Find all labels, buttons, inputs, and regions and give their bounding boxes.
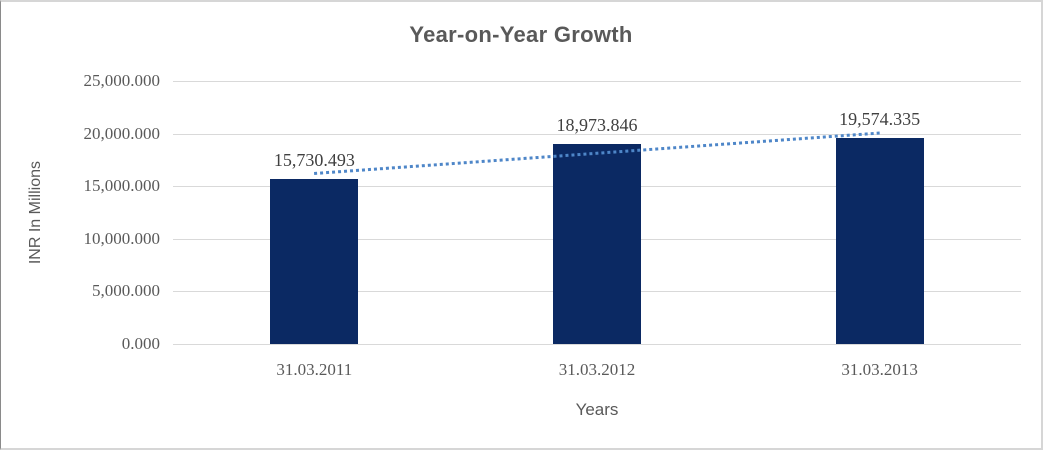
y-axis-tick-label: 20,000.000: [83, 123, 161, 143]
bar-data-label: 19,574.335: [839, 109, 921, 130]
x-axis-title: Years: [575, 400, 619, 419]
y-axis-tick-label: 10,000.000: [83, 228, 161, 248]
plot-area: 0.000 5,000.000 10,000.000 15,000.000 20,000…: [84, 71, 1021, 379]
bar: [270, 178, 359, 344]
chart-title: Year-on-Year Growth: [409, 22, 633, 47]
bar: [553, 144, 641, 344]
y-axis-tick-label: 25,000.000: [83, 71, 161, 90]
bar: [835, 138, 924, 344]
bar-data-label: 18,973.846: [556, 115, 638, 136]
gridline: [173, 81, 1021, 82]
x-axis-category-label: 31.03.2011: [276, 360, 353, 379]
bar-data-label: 15,730.493: [273, 149, 355, 170]
x-axis-category-label: 31.03.2013: [841, 360, 918, 379]
gridline: [173, 344, 1021, 345]
y-axis-title: INR In Millions: [23, 81, 49, 344]
gridline: [173, 133, 1021, 135]
x-axis-category-label: 31.03.2012: [558, 360, 636, 379]
y-axis-tick-label: 15,000.000: [83, 176, 161, 196]
y-axis-title-text: INR In Millions: [27, 160, 44, 265]
y-axis-tick-label: 0.000: [121, 334, 160, 353]
y-axis-tick-label: 5,000.000: [92, 281, 160, 301]
